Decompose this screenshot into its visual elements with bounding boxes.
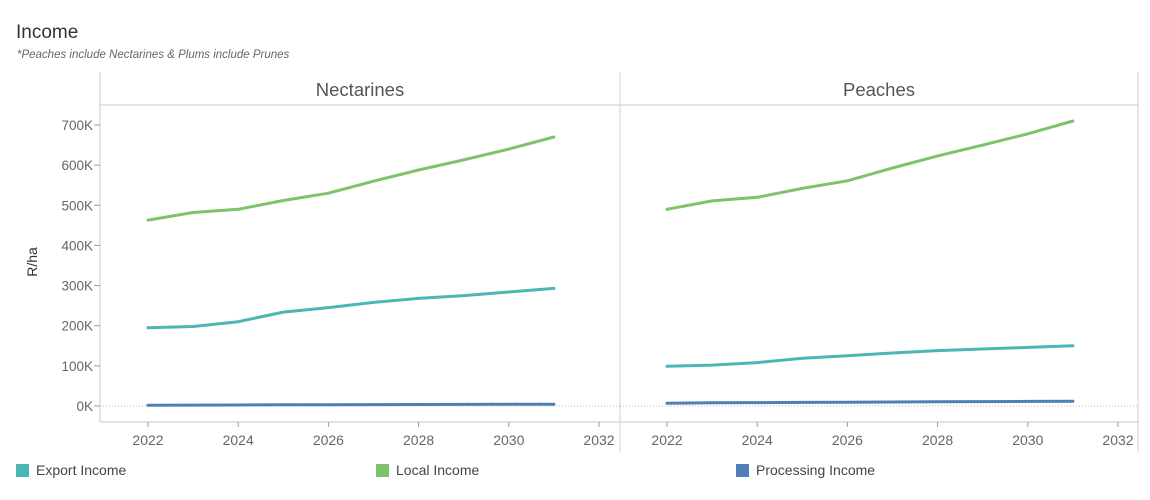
series-line-local-peaches [665, 119, 1075, 211]
series-line-local-nectarines [146, 135, 556, 222]
panel-title-nectarines: Nectarines [316, 79, 404, 100]
x-tick-label: 2030 [1012, 432, 1043, 448]
x-tick-label: 2026 [313, 432, 344, 448]
series-line-export-nectarines [146, 286, 556, 330]
legend-label: Local Income [396, 462, 480, 478]
x-tick-label: 2022 [132, 432, 163, 448]
x-tick-label: 2032 [583, 432, 614, 448]
x-tick-label: 2024 [223, 432, 254, 448]
legend: Export Income Local Income Processing In… [0, 462, 1150, 482]
legend-label: Processing Income [756, 462, 876, 478]
y-tick-label: 400K [61, 238, 93, 253]
y-tick-label: 700K [61, 118, 93, 133]
line-chart: R/ha 0K 100K 200K 300K 400K 500K 600K 700K Nectar… [24, 72, 1139, 452]
y-axis-label: R/ha [24, 247, 40, 277]
legend-item-export[interactable]: Export Income [16, 462, 126, 478]
y-tick-label: 0K [76, 399, 93, 414]
x-tick-label: 2032 [1102, 432, 1133, 448]
panel-title-peaches: Peaches [843, 79, 915, 100]
chart-title: Income [16, 22, 79, 43]
legend-swatch-export [16, 463, 29, 477]
legend-label: Export Income [36, 462, 127, 478]
chart-subtitle: *Peaches include Nectarines & Plums incl… [17, 49, 290, 61]
series-line-processing-nectarines [146, 402, 556, 407]
x-tick-label: 2024 [742, 432, 773, 448]
y-tick-label: 600K [61, 158, 93, 173]
series-line-processing-peaches [665, 399, 1075, 405]
series-line-export-peaches [665, 344, 1075, 368]
y-tick-label: 300K [61, 279, 93, 294]
y-tick-label: 100K [61, 359, 93, 374]
x-tick-label: 2028 [922, 432, 953, 448]
legend-item-processing[interactable]: Processing Income [736, 462, 875, 478]
x-tick-label: 2028 [403, 432, 434, 448]
x-tick-label: 2030 [493, 432, 524, 448]
x-tick-label: 2026 [832, 432, 863, 448]
y-tick-label: 500K [61, 198, 93, 213]
legend-item-local[interactable]: Local Income [376, 462, 479, 478]
legend-swatch-local [376, 463, 389, 477]
x-tick-label: 2022 [651, 432, 682, 448]
legend-swatch-processing [736, 463, 749, 477]
y-tick-label: 200K [61, 319, 93, 334]
